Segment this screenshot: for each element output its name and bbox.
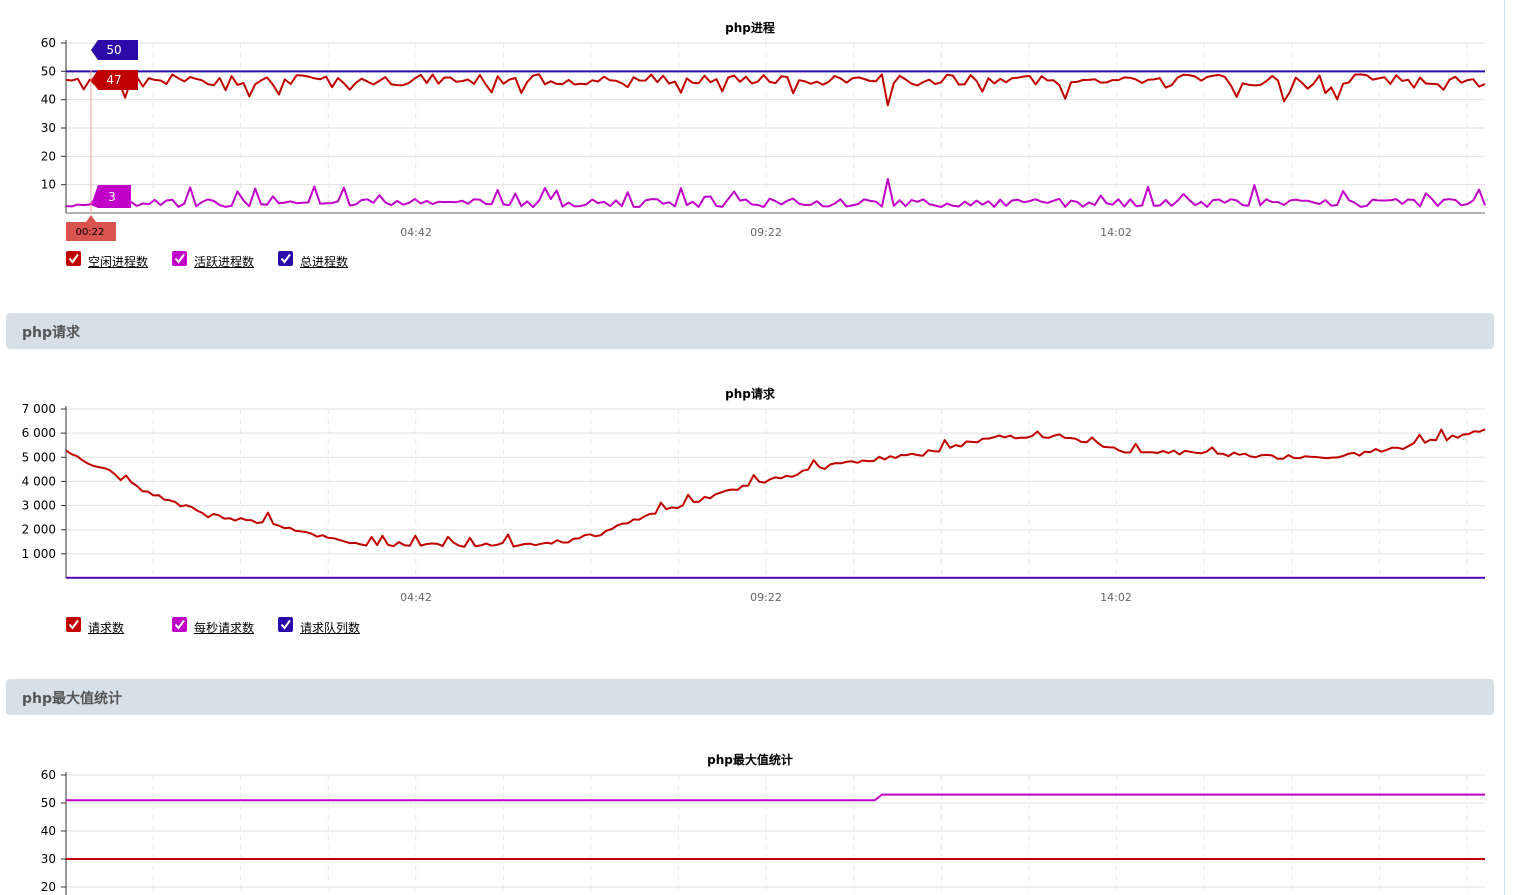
- y-tick-label: 30: [41, 121, 56, 135]
- legend-label: 每秒请求数: [194, 621, 255, 635]
- legend-label: 总进程数: [300, 255, 349, 269]
- y-tick-label: 20: [41, 880, 56, 894]
- php-request-legend: 请求数 每秒请求数 请求队列数: [66, 616, 666, 636]
- php-process-chart: php进程 10 20 30 40 50 60 04:42 09:22 14:02 50 47 3 00:…: [0, 0, 1500, 245]
- y-tick-label: 4 000: [22, 474, 56, 488]
- y-tick-label: 40: [41, 93, 56, 107]
- checkbox-icon[interactable]: [172, 251, 187, 266]
- x-tick-label: 04:42: [400, 226, 432, 239]
- php-process-chart-svg: php进程 10 20 30 40 50 60 04:42 09:22 14:02 50 47 3 00:…: [41, 20, 1486, 241]
- tooltip-active: 3: [91, 185, 131, 208]
- php-max-chart: php最大值统计 20 30 40 50 60: [0, 732, 1500, 895]
- php-max-chart-svg: php最大值统计 20 30 40 50 60: [41, 752, 1485, 895]
- checkbox-icon[interactable]: [66, 617, 81, 632]
- y-tick-label: 60: [41, 768, 56, 782]
- y-tick-label: 2 000: [22, 523, 56, 537]
- php-process-legend: 空闲进程数 活跃进程数 总进程数: [66, 250, 666, 270]
- y-tick-label: 30: [41, 852, 56, 866]
- x-tick-label: 04:42: [400, 591, 432, 604]
- y-tick-label: 3 000: [22, 499, 56, 513]
- section-header-requests[interactable]: php请求: [6, 313, 1494, 349]
- section-title: php最大值统计: [22, 691, 123, 707]
- section-title: php请求: [22, 325, 81, 341]
- chart-title: php进程: [725, 20, 775, 35]
- series-line-max-1: [66, 793, 1485, 802]
- php-request-chart: php请求 1 000 2 000 3 000 4 000 5 000 6 000 7 000…: [0, 366, 1500, 611]
- page-right-border: [1504, 0, 1505, 895]
- checkbox-icon[interactable]: [278, 251, 293, 266]
- chart-title: php最大值统计: [707, 752, 793, 767]
- y-tick-label: 5 000: [22, 450, 56, 464]
- x-tick-label: 09:22: [750, 591, 782, 604]
- series-line-requests: [65, 428, 1486, 548]
- legend-label: 空闲进程数: [88, 255, 149, 269]
- y-tick-label: 50: [41, 796, 56, 810]
- tooltip-time: 00:22: [66, 215, 116, 241]
- series-line-idle: [65, 73, 1486, 107]
- tooltip-total: 50: [91, 40, 138, 60]
- section-header-max[interactable]: php最大值统计: [6, 679, 1494, 715]
- y-tick-label: 7 000: [22, 402, 56, 416]
- x-tick-label: 14:02: [1100, 226, 1132, 239]
- y-tick-label: 1 000: [22, 547, 56, 561]
- y-tick-label: 6 000: [22, 426, 56, 440]
- checkbox-icon[interactable]: [172, 617, 187, 632]
- svg-text:00:22: 00:22: [76, 227, 105, 238]
- x-tick-label: 14:02: [1100, 591, 1132, 604]
- y-tick-label: 50: [41, 64, 56, 78]
- y-tick-label: 40: [41, 824, 56, 838]
- legend-label: 活跃进程数: [194, 255, 255, 269]
- legend-label: 请求数: [88, 621, 125, 635]
- tooltip-idle: 47: [91, 70, 138, 90]
- svg-text:47: 47: [106, 73, 121, 87]
- svg-text:3: 3: [108, 190, 116, 204]
- x-tick-label: 09:22: [750, 226, 782, 239]
- svg-text:50: 50: [106, 43, 121, 57]
- y-tick-label: 20: [41, 149, 56, 163]
- php-request-chart-svg: php请求 1 000 2 000 3 000 4 000 5 000 6 000 7 000…: [22, 386, 1486, 604]
- series-line-active: [65, 178, 1486, 208]
- checkbox-icon[interactable]: [66, 251, 81, 266]
- y-tick-label: 10: [41, 178, 56, 192]
- legend-label: 请求队列数: [300, 621, 361, 635]
- y-tick-label: 60: [41, 36, 56, 50]
- checkbox-icon[interactable]: [278, 617, 293, 632]
- chart-title: php请求: [725, 386, 776, 401]
